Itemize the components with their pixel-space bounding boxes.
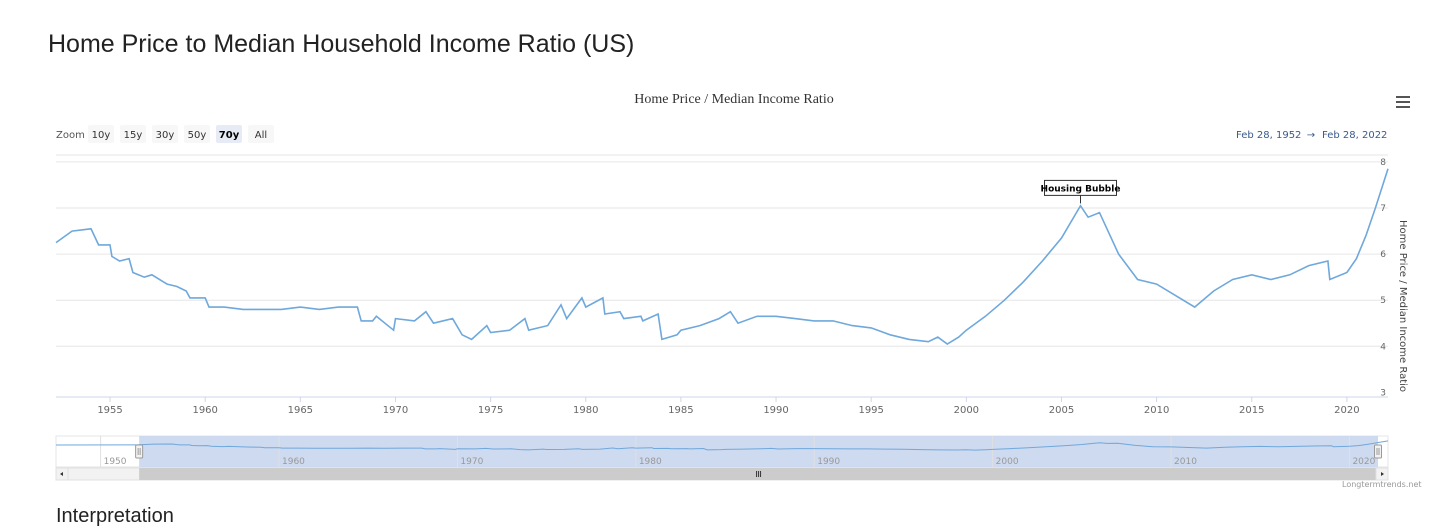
x-tick-label: 2015 bbox=[1239, 405, 1264, 416]
navigator-tick-label: 1950 bbox=[104, 457, 127, 467]
navigator[interactable]: 1950 1960 1970 1980 1990 2000 2010 2020 bbox=[55, 435, 1389, 481]
menu-bar bbox=[1396, 106, 1410, 108]
x-tick-label: 1975 bbox=[478, 405, 503, 416]
x-tick-label: 2020 bbox=[1334, 405, 1359, 416]
scroll-right-arrow-icon[interactable] bbox=[1375, 467, 1389, 481]
zoom-button-70y[interactable]: 70y bbox=[216, 125, 242, 143]
arrow-glyph bbox=[1381, 472, 1384, 476]
navigator-series-line bbox=[55, 440, 1389, 451]
credits-link[interactable]: Longtermtrends.net bbox=[1342, 480, 1422, 489]
y-tick-label: 6 bbox=[1380, 250, 1386, 260]
y-axis-ticks: 3 4 5 6 7 8 bbox=[1380, 158, 1386, 398]
x-tick-label: 1965 bbox=[288, 405, 313, 416]
x-tick-label: 1995 bbox=[858, 405, 883, 416]
zoom-button-label: 10y bbox=[92, 130, 111, 141]
zoom-button-label: All bbox=[255, 130, 267, 141]
zoom-label: Zoom bbox=[56, 130, 85, 141]
zoom-button-bg bbox=[184, 125, 210, 143]
x-tick-label: 1970 bbox=[383, 405, 408, 416]
zoom-button-label: 50y bbox=[188, 130, 207, 141]
hamburger-menu-icon[interactable] bbox=[1396, 96, 1410, 110]
zoom-button-bg bbox=[88, 125, 114, 143]
x-tick-label: 1985 bbox=[668, 405, 693, 416]
scroll-left-arrow-icon[interactable] bbox=[55, 467, 69, 481]
y-tick-label: 3 bbox=[1380, 388, 1386, 398]
zoom-buttons: 10y 15y 30y 50y 70y All bbox=[88, 125, 274, 143]
zoom-button-label: 30y bbox=[156, 130, 175, 141]
zoom-button-bg bbox=[120, 125, 146, 143]
range-from[interactable]: Feb 28, 1952 bbox=[1236, 130, 1301, 141]
navigator-tick-label: 2000 bbox=[996, 457, 1019, 467]
series-line bbox=[55, 168, 1389, 345]
navigator-tick-label: 1980 bbox=[639, 457, 662, 467]
y-tick-label: 5 bbox=[1380, 296, 1386, 306]
menu-bar bbox=[1396, 101, 1410, 103]
x-tick-label: 2000 bbox=[954, 405, 979, 416]
gridlines bbox=[56, 154, 1388, 398]
range-arrow: → bbox=[1307, 130, 1315, 141]
navigator-handle-right[interactable] bbox=[1374, 444, 1382, 459]
chart-title: Home Price / Median Income Ratio bbox=[634, 92, 833, 107]
x-tick-label: 2010 bbox=[1144, 405, 1169, 416]
zoom-button-bg bbox=[248, 125, 274, 143]
navigator-tick-label: 1990 bbox=[817, 457, 840, 467]
annotation-label: Housing Bubble bbox=[1041, 184, 1121, 194]
y-tick-label: 4 bbox=[1380, 342, 1386, 352]
section-heading-interpretation: Interpretation bbox=[56, 505, 174, 527]
range-to[interactable]: Feb 28, 2022 bbox=[1322, 130, 1387, 141]
navigator-tick-label: 1970 bbox=[460, 457, 483, 467]
zoom-button-10y[interactable]: 10y bbox=[88, 125, 114, 143]
page-title: Home Price to Median Household Income Ra… bbox=[48, 30, 635, 58]
zoom-button-bg bbox=[216, 125, 242, 143]
zoom-button-bg bbox=[152, 125, 178, 143]
x-tick-label: 1980 bbox=[573, 405, 598, 416]
zoom-button-All[interactable]: All bbox=[248, 125, 274, 143]
navigator-handle-left[interactable] bbox=[135, 444, 144, 459]
annotation-housing-bubble: Housing Bubble bbox=[1041, 179, 1121, 204]
zoom-button-label: 15y bbox=[124, 130, 143, 141]
zoom-button-50y[interactable]: 50y bbox=[184, 125, 210, 143]
zoom-button-30y[interactable]: 30y bbox=[152, 125, 178, 143]
y-tick-label: 8 bbox=[1380, 158, 1386, 168]
x-axis-ticks: 1955 1960 1965 1970 1975 1980 1985 1990 1995 2000… bbox=[97, 397, 1360, 416]
navigator-tick-label: 2010 bbox=[1174, 457, 1197, 467]
navigator-tick-label: 1960 bbox=[282, 457, 305, 467]
scrollbar-thumb[interactable] bbox=[139, 468, 1389, 480]
handle-grip bbox=[135, 444, 144, 459]
y-axis-title: Home Price / Median Income Ratio bbox=[1397, 220, 1408, 392]
handle-grip bbox=[1374, 444, 1382, 459]
zoom-button-15y[interactable]: 15y bbox=[120, 125, 146, 143]
x-tick-label: 1960 bbox=[192, 405, 217, 416]
x-tick-label: 2005 bbox=[1049, 405, 1074, 416]
menu-bar bbox=[1396, 96, 1410, 98]
x-tick-label: 1990 bbox=[763, 405, 788, 416]
arrow-glyph bbox=[60, 472, 63, 476]
navigator-scrollbar[interactable] bbox=[55, 467, 1389, 481]
y-tick-label: 7 bbox=[1380, 204, 1386, 214]
zoom-button-label: 70y bbox=[219, 130, 240, 141]
x-tick-label: 1955 bbox=[97, 405, 122, 416]
navigator-tick-label: 2020 bbox=[1352, 457, 1375, 467]
